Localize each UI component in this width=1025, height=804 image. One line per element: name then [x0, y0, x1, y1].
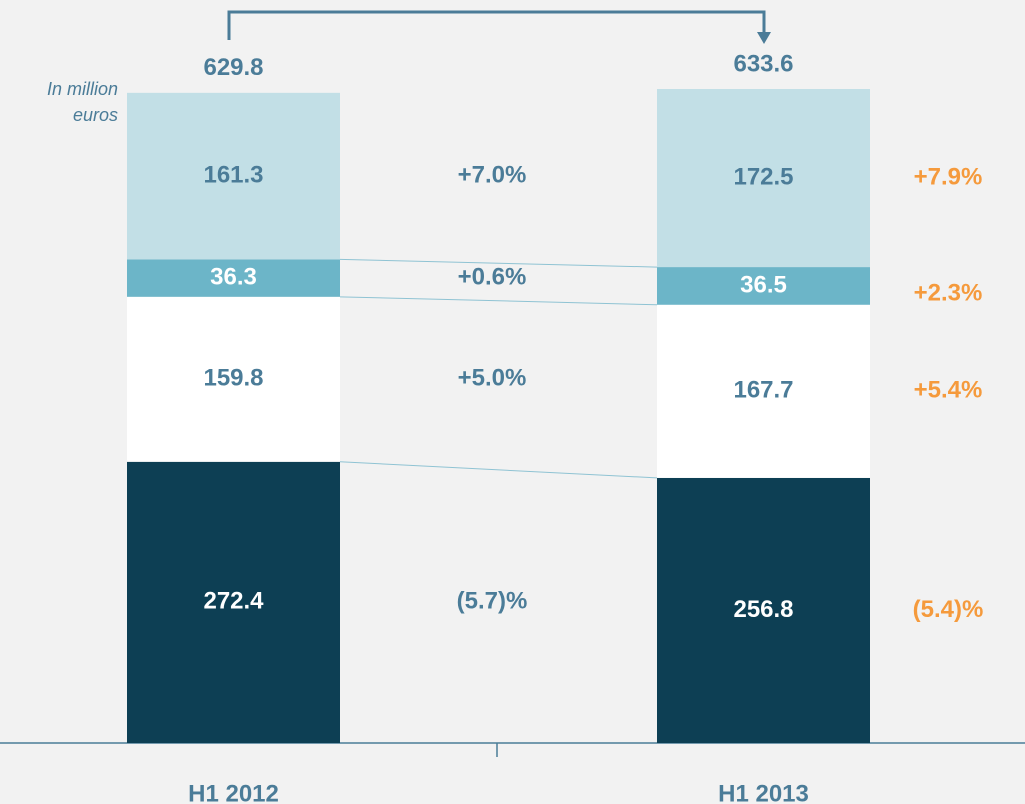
segment-label: 36.3	[210, 263, 257, 290]
change-right-label: +7.9%	[914, 163, 983, 190]
change-label: +7.0%	[458, 161, 527, 188]
bar-segment	[657, 267, 870, 305]
segment-label: 161.3	[203, 161, 263, 188]
unit-note: In million euros	[47, 79, 118, 125]
change-label: +0.6%	[458, 263, 527, 290]
connector	[339, 296, 658, 306]
bar-segment	[657, 89, 870, 268]
bar-segment	[657, 477, 870, 743]
bar-segment	[657, 304, 870, 478]
segment-label: 172.5	[733, 163, 793, 190]
change-right-label: +2.3%	[914, 279, 983, 306]
bar-segment	[127, 259, 340, 297]
growth-bracket	[227, 10, 766, 40]
change-right-label: (5.4)%	[913, 596, 984, 623]
change-label: +5.0%	[458, 365, 527, 392]
total-label: 633.6	[733, 50, 793, 77]
bar-segment	[127, 461, 340, 743]
segment-label: 256.8	[733, 596, 793, 623]
segment-label: 36.5	[740, 271, 787, 298]
segment-label: 159.8	[203, 365, 263, 392]
change-label: (5.7)%	[457, 588, 528, 615]
connector	[339, 258, 658, 268]
bar-segment	[127, 92, 340, 260]
segment-label: 167.7	[733, 377, 793, 404]
total-label: 629.8	[203, 54, 263, 81]
change-right-label: +5.4%	[914, 377, 983, 404]
x-tick-label: H1 2013	[718, 780, 809, 804]
growth-arrow	[757, 32, 771, 44]
bar-segment	[127, 296, 340, 462]
connector	[339, 461, 658, 479]
segment-label: 272.4	[203, 588, 264, 615]
x-tick-label: H1 2012	[188, 780, 279, 804]
